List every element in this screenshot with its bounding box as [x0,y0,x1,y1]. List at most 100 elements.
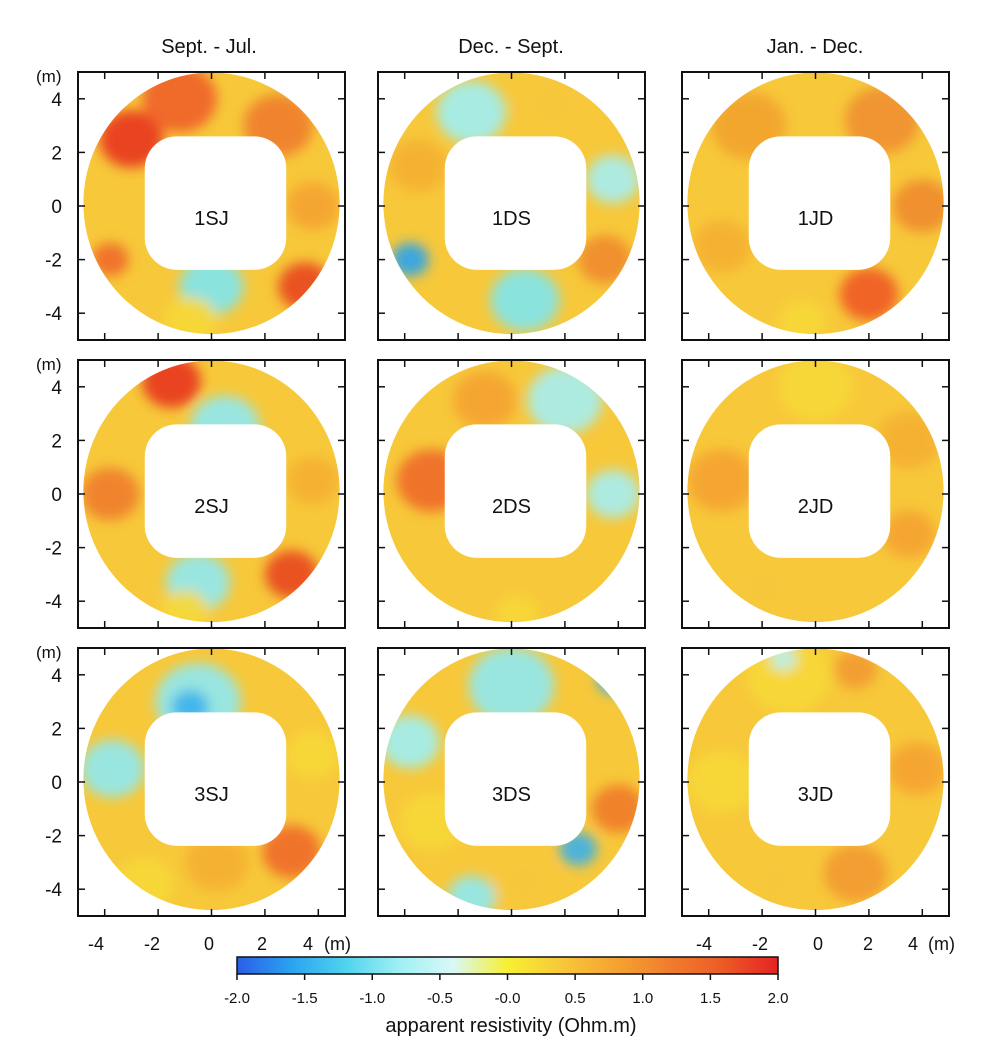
panel-label: 2JD [798,496,834,518]
colorbar-tick-label: -0.5 [427,990,453,1007]
panel-label: 3JD [798,784,834,806]
anomaly-patch [396,449,467,512]
anomaly-patch [286,181,340,231]
y-unit-label: (m) [36,643,61,662]
resistivity-field [80,648,340,911]
resistivity-field [687,72,949,340]
y-tick-label: 2 [51,431,62,452]
colorbar: -2.0 -1.5 -1.0 -0.5 -0.0 0.5 1.0 1.5 2.0 apparen… [224,956,788,1037]
y-tick-label: -2 [45,539,62,560]
x-tick-label: -2 [144,934,160,954]
anomaly-patch [436,80,507,144]
colorbar-tick-label: -1.5 [292,990,318,1007]
anomaly-patch [559,832,597,866]
x-tick-label: 0 [813,934,823,954]
x-tick-label: 0 [204,934,214,954]
anomaly-patch [834,650,877,689]
anomaly-patch [243,94,313,157]
colorbar-gradient [236,956,779,975]
anomaly-patch [492,852,557,910]
column-titles: Sept. - Jul. Dec. - Sept. Jan. - Dec. [161,36,863,58]
colorbar-tick-label: 1.5 [700,990,721,1007]
anomaly-patch [591,784,645,833]
anomaly-patch [278,262,332,311]
panel-label: 3SJ [194,784,228,806]
y-tick-label: 2 [51,143,62,164]
resistivity-field [83,72,340,340]
panel-label: 2SJ [194,496,228,518]
y-tick-label: -4 [45,880,62,901]
anomaly-patch [264,550,319,599]
x-tick-label: -2 [752,934,768,954]
panel-3SJ: 3SJ [77,647,346,917]
anomaly-patch [730,558,795,617]
panel-1SJ: 1SJ [77,71,346,341]
anomaly-patch [286,456,340,505]
anomaly-patch [844,86,920,154]
y-tick-label: -2 [45,251,62,272]
anomaly-patch [490,268,560,332]
anomaly-patch [99,110,164,168]
panel-label: 3DS [492,784,531,806]
y-tick-label: -4 [45,592,62,613]
anomaly-patch [391,242,429,277]
x-tick-label: 4 [908,934,918,954]
colorbar-ticks: -2.0 -1.5 -1.0 -0.5 -0.0 0.5 1.0 1.5 2.0 [224,974,788,1007]
colorbar-tick-label: -0.0 [495,990,521,1007]
anomaly-patch [596,665,629,695]
anomaly-patch [495,595,539,628]
panel-3DS: 3DS [377,647,646,917]
anomaly-patch [262,825,321,879]
anomaly-patch [887,742,947,796]
x-unit-label: (m) [928,934,955,954]
panel-1DS: 1DS [377,71,646,341]
anomaly-patch [142,360,201,408]
y-tick-label: 0 [51,773,62,794]
resistivity-field [687,360,944,623]
y-tick-label: 2 [51,719,62,740]
anomaly-patch [882,510,936,559]
column-title-1: Sept. - Jul. [161,36,257,58]
anomaly-patch [778,299,827,340]
anomaly-patch [388,139,448,193]
resistivity-field [380,648,645,916]
y-tick-label: -4 [45,304,62,325]
resistivity-field [687,648,947,911]
resistivity-field [383,72,640,335]
panel-2JD: 2JD [681,359,950,629]
y-tick-label: 4 [51,90,62,111]
anomaly-patch [746,648,832,714]
panel-label: 2DS [492,496,531,518]
anomaly-patch [468,648,555,724]
y-tick-label: 4 [51,666,62,687]
x-tick-label: -4 [696,934,712,954]
panel-1JD: 1JD [681,71,950,341]
anomaly-patch [746,857,805,911]
anomaly-patch [399,793,464,852]
anomaly-patch [770,648,797,671]
y-axes: (m) 4 2 0 -2 -4 (m) 4 2 0 -2 -4 (m) 4 2 0 -2 -4 [36,67,62,901]
anomaly-patch [527,366,603,434]
x-unit-label: (m) [324,934,351,954]
colorbar-tick-label: 1.0 [632,990,653,1007]
column-title-3: Jan. - Dec. [767,36,864,58]
y-tick-label: -2 [45,827,62,848]
column-title-2: Dec. - Sept. [458,36,564,58]
anomaly-patch [80,467,140,521]
anomaly-patch [586,469,640,519]
anomaly-patch [778,360,853,421]
colorbar-tick-label: 2.0 [768,990,789,1007]
colorbar-label: apparent resistivity (Ohm.m) [385,1015,636,1037]
anomaly-patch [80,739,145,798]
anomaly-patch [687,449,757,512]
y-tick-label: 0 [51,197,62,218]
anomaly-patch [516,72,587,136]
colorbar-tick-label: 0.5 [565,990,586,1007]
resistivity-field [383,360,640,628]
x-tick-label: 2 [257,934,267,954]
anomaly-patch [447,875,496,916]
anomaly-patch [823,844,888,902]
x-tick-label: 2 [863,934,873,954]
anomaly-patch [692,219,752,273]
anomaly-patch [190,395,260,459]
